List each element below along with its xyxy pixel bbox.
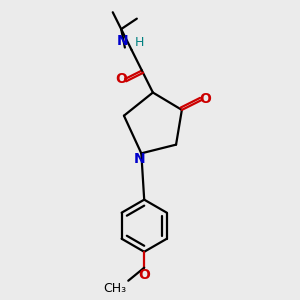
Text: H: H bbox=[134, 36, 144, 49]
Text: O: O bbox=[115, 72, 127, 86]
Text: O: O bbox=[200, 92, 212, 106]
Text: N: N bbox=[134, 152, 146, 166]
Text: O: O bbox=[138, 268, 150, 282]
Text: N: N bbox=[117, 34, 129, 48]
Text: CH₃: CH₃ bbox=[104, 282, 127, 295]
